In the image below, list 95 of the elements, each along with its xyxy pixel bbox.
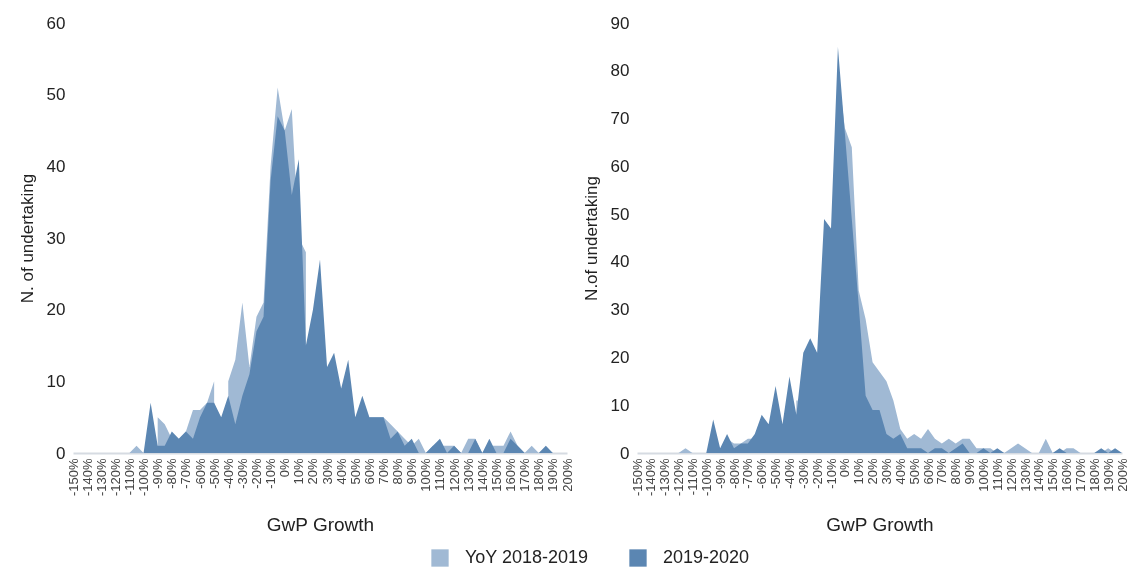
y-tick-label: 0 xyxy=(56,443,66,463)
x-tick-label: 120% xyxy=(446,458,462,492)
x-tick-label: -90% xyxy=(712,458,728,489)
x-tick-label: -140% xyxy=(643,458,659,497)
x-tick-label: 180% xyxy=(531,458,547,492)
x-tick-label: 80% xyxy=(948,458,964,485)
x-tick-label: -90% xyxy=(150,458,166,489)
x-tick-label: -60% xyxy=(754,458,770,489)
x-tick-label: 30% xyxy=(878,458,894,485)
x-axis-title: GwP Growth xyxy=(826,514,934,536)
x-tick-label: -40% xyxy=(781,458,797,489)
x-tick-label: 20% xyxy=(865,458,881,485)
x-tick-label: -120% xyxy=(671,458,687,497)
x-tick-label: -10% xyxy=(263,458,279,489)
x-tick-label: 140% xyxy=(1031,458,1047,492)
y-tick-label: 80 xyxy=(610,61,630,81)
x-tick-label: -80% xyxy=(164,458,180,489)
x-tick-label: -50% xyxy=(206,458,222,489)
x-tick-label: 100% xyxy=(975,458,991,492)
x-tick-label: -40% xyxy=(220,458,236,489)
x-tick-label: 70% xyxy=(376,458,392,485)
x-tick-label: -150% xyxy=(65,458,81,497)
x-tick-label: 190% xyxy=(545,458,561,492)
y-tick-label: 70 xyxy=(610,109,630,129)
x-tick-label: 10% xyxy=(851,458,867,485)
y-tick-label: 20 xyxy=(46,300,66,320)
y-tick-label: 50 xyxy=(610,204,630,224)
x-tick-label: -20% xyxy=(809,458,825,489)
x-tick-label: 80% xyxy=(390,458,406,485)
x-tick-label: -120% xyxy=(107,458,123,497)
x-tick-label: -140% xyxy=(79,458,95,497)
y-tick-label: 60 xyxy=(46,13,66,33)
x-tick-label: -30% xyxy=(234,458,250,489)
x-tick-label: -100% xyxy=(698,458,714,497)
x-tick-label: 160% xyxy=(503,458,519,492)
x-tick-label: -20% xyxy=(248,458,264,489)
x-tick-label: 100% xyxy=(418,458,434,492)
x-tick-label: 140% xyxy=(474,458,490,492)
x-tick-label: 70% xyxy=(934,458,950,485)
x-tick-label: -30% xyxy=(795,458,811,489)
x-tick-label: 90% xyxy=(404,458,420,485)
x-tick-label: 0% xyxy=(837,458,853,478)
x-tick-label: 0% xyxy=(277,458,293,478)
y-tick-label: 90 xyxy=(610,13,630,33)
x-tick-label: 200% xyxy=(1114,458,1130,492)
x-tick-label: 150% xyxy=(1045,458,1061,492)
x-tick-label: 110% xyxy=(432,458,448,491)
x-tick-label: 90% xyxy=(962,458,978,485)
x-tick-label: 160% xyxy=(1059,458,1075,492)
x-tick-label: 60% xyxy=(920,458,936,485)
x-tick-label: 30% xyxy=(319,458,335,485)
x-tick-label: -110% xyxy=(121,458,137,496)
x-tick-label: -10% xyxy=(823,458,839,489)
y-tick-label: 0 xyxy=(620,443,630,463)
x-tick-label: 170% xyxy=(517,458,533,492)
y-tick-label: 60 xyxy=(610,156,630,176)
x-tick-label: -130% xyxy=(657,458,673,497)
y-tick-label: 40 xyxy=(46,156,66,176)
y-tick-label: 20 xyxy=(610,347,630,367)
y-tick-label: 10 xyxy=(610,395,630,415)
y-tick-label: 10 xyxy=(46,371,66,391)
x-tick-label: 10% xyxy=(291,458,307,485)
x-tick-label: 130% xyxy=(460,458,476,492)
y-axis-title: N.of undertaking xyxy=(581,176,601,301)
x-tick-label: 50% xyxy=(906,458,922,485)
x-tick-label: -150% xyxy=(629,458,645,497)
x-axis-title: GwP Growth xyxy=(266,514,375,536)
x-tick-label: 50% xyxy=(347,458,363,485)
x-tick-label: 40% xyxy=(333,458,349,485)
x-tick-label: 200% xyxy=(559,458,575,492)
x-tick-label: -60% xyxy=(192,458,208,489)
x-tick-label: 180% xyxy=(1086,458,1102,492)
y-tick-label: 30 xyxy=(46,228,66,248)
x-tick-label: -100% xyxy=(136,458,152,497)
x-tick-label: 110% xyxy=(989,458,1005,491)
x-tick-label: 190% xyxy=(1100,458,1116,492)
y-axis-title: N. of undertaking xyxy=(17,173,37,304)
x-tick-label: 130% xyxy=(1017,458,1033,492)
x-tick-label: -110% xyxy=(684,458,700,496)
legend-label: 2019-2020 xyxy=(663,547,750,567)
x-tick-label: -130% xyxy=(93,458,109,497)
x-tick-label: 150% xyxy=(488,458,504,492)
x-tick-label: -80% xyxy=(726,458,742,489)
legend-label: YoY 2018-2019 xyxy=(465,547,589,567)
x-tick-label: -50% xyxy=(768,458,784,489)
x-tick-label: 40% xyxy=(892,458,908,485)
y-tick-label: 40 xyxy=(610,252,630,272)
y-tick-label: 50 xyxy=(46,85,66,105)
x-tick-label: 60% xyxy=(361,458,377,485)
x-tick-label: -70% xyxy=(740,458,756,489)
x-tick-label: 120% xyxy=(1003,458,1019,492)
x-tick-label: -70% xyxy=(178,458,194,489)
x-tick-label: 170% xyxy=(1072,458,1088,492)
y-tick-label: 30 xyxy=(610,300,630,320)
x-tick-label: 20% xyxy=(305,458,321,485)
